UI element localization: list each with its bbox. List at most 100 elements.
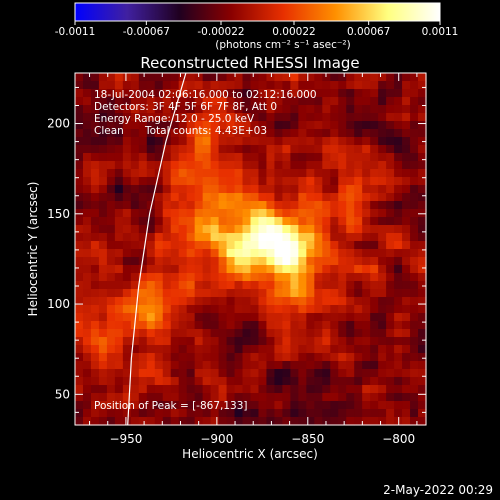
heatmap-cell [170, 89, 180, 98]
heatmap-cell [338, 265, 347, 274]
heatmap-cell [306, 289, 315, 298]
heatmap-cell [82, 273, 92, 282]
y-tick-label: 200 [47, 117, 70, 131]
heatmap-cell [298, 337, 307, 346]
heatmap-cell [154, 217, 164, 226]
heatmap-cell [330, 297, 339, 306]
heatmap-cell [154, 361, 164, 370]
heatmap-cell [354, 249, 363, 258]
heatmap-cell [282, 169, 291, 178]
heatmap-cell [322, 233, 331, 242]
heatmap-cell [210, 401, 220, 410]
heatmap-cell [370, 273, 379, 282]
heatmap-cell [178, 257, 188, 266]
heatmap-cell [418, 121, 427, 130]
heatmap-cell [210, 153, 220, 162]
heatmap-cell [362, 97, 371, 106]
heatmap-cell [370, 281, 379, 290]
heatmap-cell [75, 73, 84, 82]
heatmap-cell [90, 233, 100, 242]
heatmap-cell [290, 289, 299, 298]
heatmap-cell [234, 409, 244, 418]
heatmap-cell [106, 297, 116, 306]
heatmap-cell [162, 409, 172, 418]
heatmap-cell [354, 233, 363, 242]
heatmap-cell [274, 321, 284, 330]
heatmap-cell [114, 321, 124, 330]
heatmap-cell [178, 329, 188, 338]
heatmap-cell [90, 305, 100, 314]
heatmap-cell [258, 273, 268, 282]
heatmap-cell [402, 113, 411, 122]
heatmap-cell [90, 193, 100, 202]
heatmap-cell [274, 201, 284, 210]
y-tick-label: 100 [47, 297, 70, 311]
heatmap-cell [210, 121, 220, 130]
heatmap-cell [370, 105, 379, 114]
heatmap-cell [98, 361, 108, 370]
heatmap-cell [346, 209, 355, 218]
heatmap-cell [90, 377, 100, 386]
heatmap-cell [90, 129, 100, 138]
heatmap-cell [282, 361, 291, 370]
heatmap-cell [146, 353, 156, 362]
heatmap-cell [418, 417, 427, 426]
heatmap-cell [274, 417, 284, 426]
heatmap-cell [82, 177, 92, 186]
heatmap-cell [122, 193, 132, 202]
heatmap-cell [290, 153, 299, 162]
heatmap-cell [138, 209, 148, 218]
heatmap-cell [298, 185, 307, 194]
heatmap-cell [226, 185, 236, 194]
heatmap-cell [274, 129, 284, 138]
heatmap-cell [314, 305, 323, 314]
heatmap-cell [194, 121, 204, 130]
heatmap-cell [290, 241, 299, 250]
heatmap-cell [258, 281, 268, 290]
heatmap-cell [314, 409, 323, 418]
heatmap-cell [346, 217, 355, 226]
heatmap-cell [330, 273, 339, 282]
heatmap-cell [362, 329, 371, 338]
heatmap-cell [154, 281, 164, 290]
heatmap-cell [274, 297, 284, 306]
heatmap-cell [306, 305, 315, 314]
heatmap-cell [234, 353, 244, 362]
heatmap-cell [202, 201, 212, 210]
heatmap-cell [362, 249, 371, 258]
heatmap-cell [154, 257, 164, 266]
heatmap-cell [250, 225, 260, 234]
heatmap-cell [362, 297, 371, 306]
heatmap-cell [154, 385, 164, 394]
heatmap-cell [330, 209, 339, 218]
heatmap-cell [242, 281, 252, 290]
heatmap-cell [170, 225, 180, 234]
heatmap-cell [106, 113, 116, 122]
heatmap-cell [274, 73, 284, 82]
heatmap-cell [290, 161, 299, 170]
heatmap-cell [266, 161, 276, 170]
heatmap-cell [75, 337, 84, 346]
heatmap-cell [394, 249, 403, 258]
heatmap-cell [114, 89, 124, 98]
heatmap-cell [410, 193, 419, 202]
heatmap-cell [75, 313, 84, 322]
heatmap-cell [210, 225, 220, 234]
heatmap-cell [322, 161, 331, 170]
heatmap-cell [306, 361, 315, 370]
heatmap-cell [306, 345, 315, 354]
heatmap-cell [234, 265, 244, 274]
heatmap-cell [402, 393, 411, 402]
heatmap-cell [114, 193, 124, 202]
heatmap-cell [138, 289, 148, 298]
heatmap-cell [322, 241, 331, 250]
heatmap-cell [114, 169, 124, 178]
heatmap-cell [290, 97, 299, 106]
heatmap-cell [130, 361, 140, 370]
heatmap-cell [418, 265, 427, 274]
heatmap-cell [146, 161, 156, 170]
heatmap-cell [322, 353, 331, 362]
heatmap-cell [114, 113, 124, 122]
heatmap-cell [138, 329, 148, 338]
heatmap-cell [186, 313, 196, 322]
